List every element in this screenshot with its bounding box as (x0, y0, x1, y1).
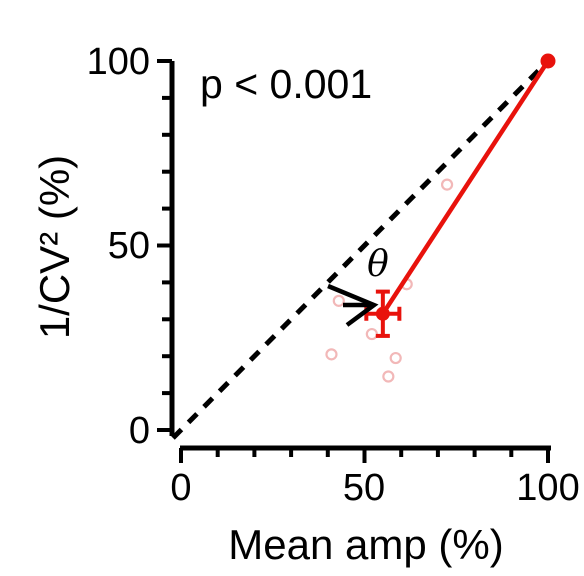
individual-point (325, 348, 338, 361)
individual-points (325, 178, 454, 383)
x-axis-ticks (179, 448, 550, 463)
y-tick-label-50: 50 (108, 225, 150, 267)
mean-point (375, 306, 390, 321)
x-tick-label-100: 100 (516, 467, 579, 509)
y-axis-ticks (157, 59, 172, 432)
theta-arrowhead (327, 283, 379, 327)
identity-reference-line (171, 59, 550, 440)
x-tick-label-0: 0 (170, 467, 191, 509)
theta-label: θ (367, 244, 389, 285)
y-tick-label-0: 0 (129, 410, 150, 452)
p-value-label: p < 0.001 (200, 61, 372, 107)
y-axis: 100 50 0 (87, 41, 175, 452)
x-axis-label: Mean amp (%) (228, 521, 503, 568)
individual-point (440, 178, 454, 191)
theta-arrow (327, 283, 379, 327)
x-tick-label-50: 50 (343, 467, 385, 509)
y-tick-labels: 100 50 0 (87, 41, 150, 452)
mean-to-baseline-line (380, 59, 550, 315)
x-axis: 0 50 100 (170, 445, 580, 509)
individual-point (382, 370, 395, 383)
individual-point (365, 327, 378, 341)
individual-point (389, 351, 402, 365)
individual-point (332, 294, 345, 307)
baseline-point (540, 53, 556, 69)
y-tick-label-100: 100 (87, 41, 150, 83)
x-tick-labels: 0 50 100 (170, 467, 579, 509)
y-axis-label: 1/CV² (%) (31, 155, 78, 339)
